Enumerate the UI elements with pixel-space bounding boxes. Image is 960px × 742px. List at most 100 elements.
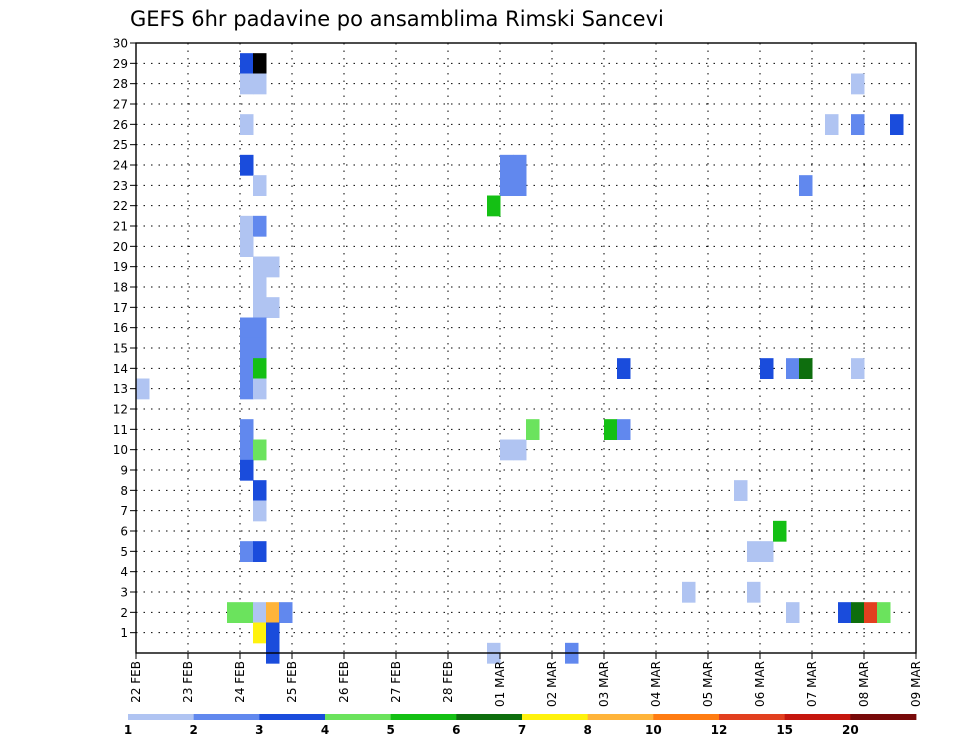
data-cell bbox=[240, 317, 254, 339]
data-cell bbox=[253, 439, 267, 461]
colorbar-label: 12 bbox=[711, 723, 728, 737]
data-cell bbox=[513, 175, 527, 196]
y-tick-label: 3 bbox=[120, 586, 128, 600]
data-cell bbox=[734, 480, 748, 501]
x-tick-label: 26 FEB bbox=[337, 661, 351, 703]
y-tick-label: 17 bbox=[113, 301, 128, 315]
data-cell bbox=[253, 297, 267, 318]
data-cell bbox=[760, 358, 774, 379]
x-tick-label: 02 MAR bbox=[545, 661, 559, 707]
data-cell bbox=[240, 114, 254, 135]
data-cell bbox=[864, 602, 878, 623]
colorbar-label: 20 bbox=[842, 723, 859, 737]
colorbar-swatch bbox=[259, 714, 326, 720]
y-tick-label: 12 bbox=[113, 403, 128, 417]
data-cell bbox=[240, 541, 254, 562]
y-tick-label: 1 bbox=[120, 626, 128, 640]
colorbar-label: 15 bbox=[776, 723, 793, 737]
data-cell bbox=[838, 602, 852, 623]
data-cell bbox=[240, 53, 254, 74]
data-cell bbox=[266, 297, 280, 318]
colorbar-swatch bbox=[719, 714, 786, 720]
y-tick-label: 10 bbox=[113, 443, 128, 457]
data-cell bbox=[513, 439, 527, 461]
y-tick-label: 24 bbox=[113, 159, 128, 173]
data-cell bbox=[240, 459, 254, 481]
y-tick-label: 27 bbox=[113, 98, 128, 112]
data-cell bbox=[786, 358, 800, 379]
colorbar-label: 5 bbox=[386, 723, 394, 737]
data-cell bbox=[617, 419, 631, 440]
x-tick-label: 05 MAR bbox=[701, 661, 715, 707]
y-tick-label: 5 bbox=[120, 545, 128, 559]
x-tick-label: 01 MAR bbox=[493, 661, 507, 707]
colorbar-swatch bbox=[850, 714, 917, 720]
data-cell bbox=[240, 337, 254, 359]
data-cell bbox=[227, 602, 241, 623]
y-tick-label: 25 bbox=[113, 138, 128, 152]
colorbar-swatch bbox=[390, 714, 457, 720]
colorbar-label: 6 bbox=[452, 723, 460, 737]
data-cell bbox=[799, 358, 813, 379]
data-cell bbox=[877, 602, 891, 623]
y-tick-label: 29 bbox=[113, 57, 128, 71]
data-cell bbox=[786, 602, 800, 623]
colorbar-label: 7 bbox=[518, 723, 526, 737]
x-tick-label: 25 FEB bbox=[285, 661, 299, 703]
y-tick-label: 18 bbox=[113, 281, 128, 295]
data-cell bbox=[240, 358, 254, 379]
y-tick-label: 28 bbox=[113, 77, 128, 91]
data-cell bbox=[617, 358, 631, 379]
data-cell bbox=[253, 53, 267, 74]
y-tick-label: 26 bbox=[113, 118, 128, 132]
data-cell bbox=[253, 500, 267, 522]
y-tick-label: 2 bbox=[120, 606, 128, 620]
colorbar-label: 10 bbox=[645, 723, 662, 737]
y-tick-label: 23 bbox=[113, 179, 128, 193]
colorbar-swatch bbox=[193, 714, 260, 720]
y-tick-label: 11 bbox=[113, 423, 128, 437]
data-cell bbox=[253, 175, 267, 196]
data-cell bbox=[513, 154, 527, 176]
data-cell bbox=[266, 622, 280, 644]
chart-title: GEFS 6hr padavine po ansamblima Rimski S… bbox=[130, 7, 664, 31]
data-cell bbox=[500, 439, 514, 461]
data-cell bbox=[851, 73, 865, 95]
data-cell bbox=[890, 114, 904, 135]
data-cell bbox=[253, 276, 267, 298]
colorbar-label: 3 bbox=[255, 723, 263, 737]
y-tick-label: 16 bbox=[113, 321, 128, 335]
x-tick-label: 22 FEB bbox=[129, 661, 143, 703]
y-tick-label: 9 bbox=[120, 464, 128, 478]
x-tick-label: 03 MAR bbox=[597, 661, 611, 707]
data-cell bbox=[253, 622, 267, 644]
x-tick-label: 06 MAR bbox=[753, 661, 767, 707]
data-cell bbox=[760, 541, 774, 562]
y-tick-label: 13 bbox=[113, 382, 128, 396]
data-cell bbox=[500, 154, 514, 176]
data-cell bbox=[253, 378, 267, 400]
y-tick-label: 14 bbox=[113, 362, 128, 376]
data-cell bbox=[604, 419, 618, 440]
colorbar-label: 8 bbox=[583, 723, 591, 737]
colorbar-swatch bbox=[653, 714, 720, 720]
y-tick-label: 22 bbox=[113, 199, 128, 213]
x-tick-label: 28 FEB bbox=[441, 661, 455, 703]
data-cell bbox=[253, 215, 267, 237]
data-cell bbox=[487, 195, 501, 217]
y-tick-label: 8 bbox=[120, 484, 128, 498]
data-cell bbox=[253, 480, 267, 501]
data-cell bbox=[851, 358, 865, 379]
colorbar-swatch bbox=[587, 714, 654, 720]
x-tick-label: 07 MAR bbox=[805, 661, 819, 707]
data-cell bbox=[266, 256, 280, 278]
data-cell bbox=[240, 439, 254, 461]
data-cell bbox=[526, 419, 540, 440]
data-cell bbox=[851, 114, 865, 135]
y-axis: 1234567891011121314151617181920212223242… bbox=[113, 37, 136, 640]
data-cell bbox=[253, 317, 267, 339]
data-cell bbox=[500, 175, 514, 196]
colorbar-swatch bbox=[128, 714, 195, 720]
data-cell bbox=[136, 378, 150, 400]
